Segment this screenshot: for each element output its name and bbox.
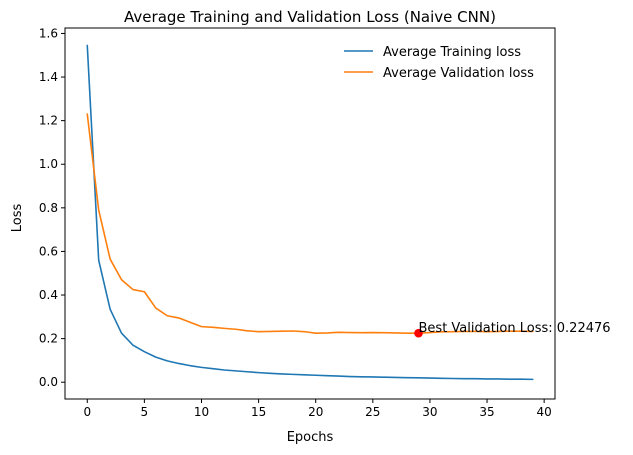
- x-axis-label: Epochs: [287, 430, 334, 445]
- series-layer: [86, 44, 534, 381]
- x-tick-label: 20: [308, 405, 323, 419]
- y-tick-label: 0.8: [39, 201, 58, 215]
- y-tick-label: 1.2: [39, 114, 58, 128]
- x-tick-label: 0: [83, 405, 91, 419]
- x-tick-label: 25: [365, 405, 380, 419]
- best-validation-annotation: Best Validation Loss: 0.22476: [419, 321, 611, 336]
- chart-title: Average Training and Validation Loss (Na…: [124, 8, 496, 26]
- y-tick-label: 0.6: [39, 244, 58, 258]
- legend: Average Training loss Average Validation …: [344, 45, 534, 81]
- x-tick-label: 30: [422, 405, 437, 419]
- plot-area-frame: [64, 27, 556, 400]
- annotation-layer: Best Validation Loss: 0.22476: [414, 321, 611, 338]
- x-tick-label: 35: [479, 405, 494, 419]
- series-line-validation-loss: [86, 113, 534, 334]
- x-axis: 0 5 10 15 20 25 30 35 40: [83, 399, 552, 419]
- x-tick-label: 15: [251, 405, 266, 419]
- y-tick-label: 1.4: [39, 70, 58, 84]
- y-axis: 0.0 0.2 0.4 0.6 0.8 1.0 1.2 1.4 1.6: [39, 26, 65, 389]
- x-tick-label: 5: [141, 405, 149, 419]
- legend-entry-label: Average Validation loss: [383, 66, 534, 81]
- y-tick-label: 0.2: [39, 332, 58, 346]
- y-tick-label: 0.0: [39, 375, 58, 389]
- series-line-training-loss: [86, 44, 534, 381]
- best-validation-marker: [414, 328, 423, 338]
- y-tick-label: 0.4: [39, 288, 58, 302]
- legend-entry-label: Average Training loss: [383, 45, 521, 60]
- x-tick-label: 10: [194, 405, 209, 419]
- x-tick-label: 40: [537, 405, 552, 419]
- y-tick-label: 1.0: [39, 157, 58, 171]
- y-tick-label: 1.6: [39, 26, 58, 40]
- y-axis-label: Loss: [10, 204, 25, 233]
